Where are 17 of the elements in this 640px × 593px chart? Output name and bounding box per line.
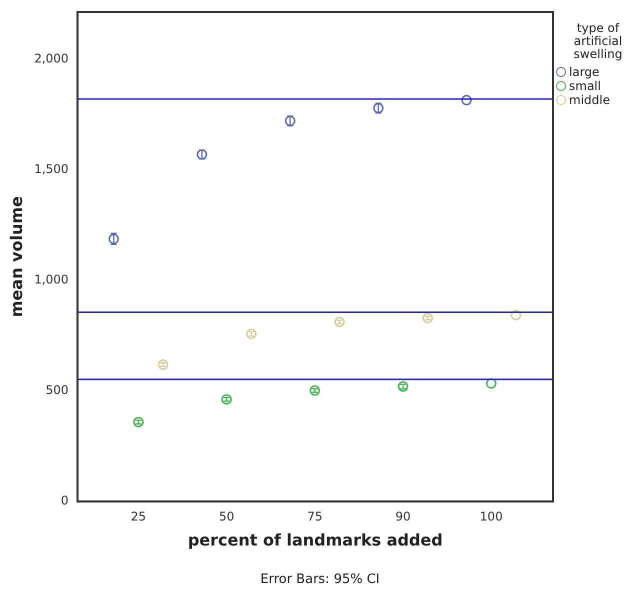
text: Error Bars: 95% CI [259, 572, 381, 587]
y-tick-label: 500 [46, 383, 69, 398]
x-tick-label: 90 [395, 510, 411, 524]
y-tick-label: 0 [60, 494, 69, 508]
y-axis-title: mean volume [6, 196, 26, 318]
legend-label: middle [569, 93, 610, 107]
legend-title: type of artificial swelling [572, 21, 624, 61]
x-axis-title: percent of landmarks added [188, 530, 443, 550]
x-tick-label: 100 [480, 510, 503, 524]
y-tick-label: 1,500 [34, 162, 69, 176]
x-tick-label: 50 [218, 510, 234, 524]
x-tick-label: 75 [307, 510, 322, 524]
y-tick-label: 2,000 [34, 52, 69, 66]
x-tick-label: 25 [130, 510, 146, 524]
legend-label: small [569, 79, 601, 93]
y-tick-label: 1,000 [34, 272, 69, 287]
legend-label: large [569, 65, 600, 79]
